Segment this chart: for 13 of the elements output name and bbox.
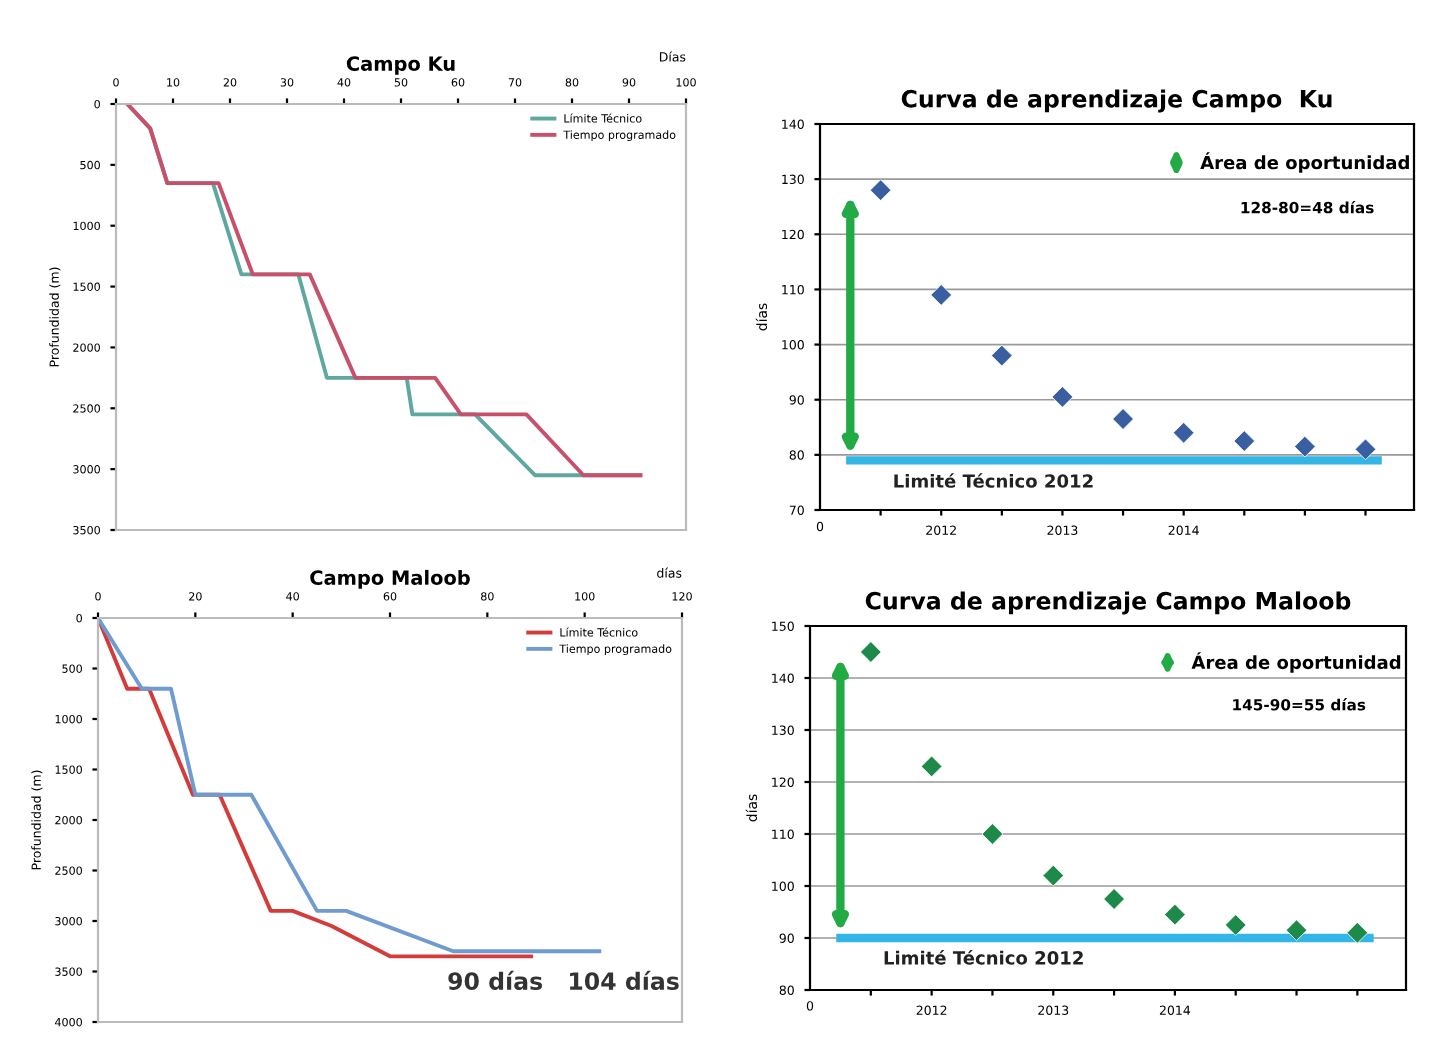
ref-line-label: Limité Técnico 2012	[894, 473, 1093, 488]
point	[920, 755, 943, 778]
chart-title: Curva de aprendizaje Campo Ku	[901, 89, 1332, 113]
chart-title: Campo Ku	[346, 56, 455, 75]
ref-line-label: Limité Técnico 2012	[884, 950, 1083, 965]
annotation: 90 días	[448, 970, 543, 991]
annotation: 104 días	[570, 970, 679, 991]
annotation: Área de oportunidad	[1191, 652, 1401, 673]
point	[1285, 919, 1308, 942]
annotation: Área de oportunidad	[1200, 152, 1409, 173]
chart-title: Campo Maloob	[310, 569, 470, 589]
chart-title: Curva de aprendizaje Campo Maloob	[865, 591, 1351, 615]
point	[930, 284, 953, 306]
